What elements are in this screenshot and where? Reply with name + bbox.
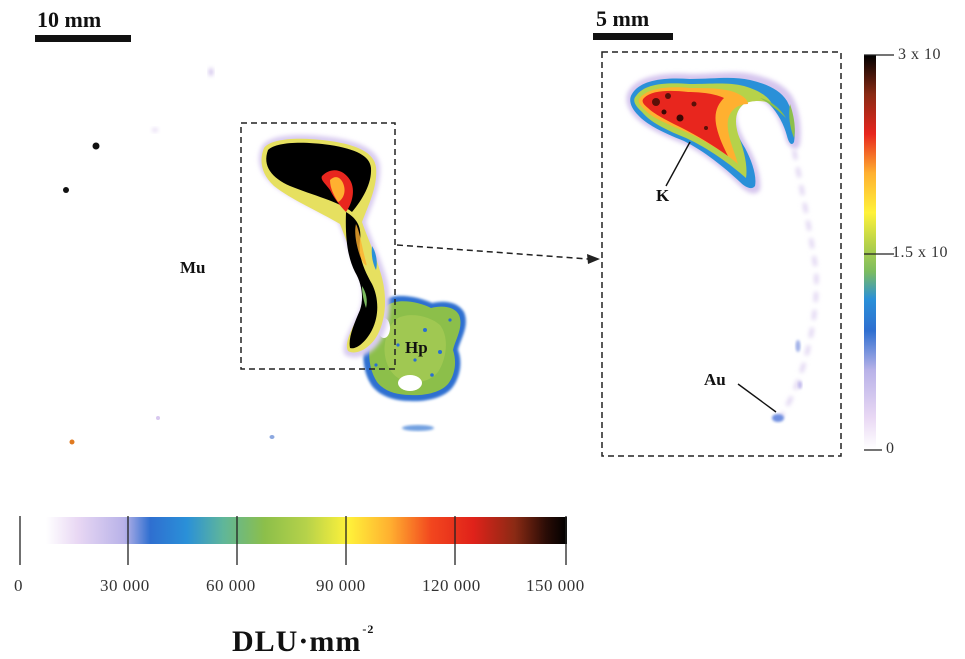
right-scale-label: 5 mm: [596, 6, 650, 31]
vcolorbar-mid-label: 1.5 x 10: [892, 244, 948, 261]
mu-tissue: [258, 134, 390, 358]
hcolorbar-tick-150000: 150 000: [526, 576, 585, 595]
label-au: Au: [704, 370, 726, 389]
unit-exponent: -2: [362, 622, 375, 636]
label-hp: Hp: [405, 338, 428, 357]
faint-spot: [798, 381, 802, 389]
faint-spot: [795, 340, 801, 352]
k-tissue: [626, 72, 801, 194]
speck-mark: [269, 435, 275, 439]
label-k: K: [656, 186, 670, 205]
speck-dot: [63, 187, 69, 193]
left-scale-label: 10 mm: [37, 7, 102, 32]
vcolorbar-bottom-label: 0: [886, 440, 895, 457]
hcolorbar-tick-120000: 120 000: [422, 576, 481, 595]
speck-mark: [156, 416, 160, 420]
zoom-arrow-head: [587, 254, 600, 264]
au-spot: [772, 414, 784, 422]
unit-text: DLU·mm: [232, 625, 362, 658]
horizontal-colorbar: [46, 517, 567, 544]
au-pointer: [737, 383, 777, 413]
k-pointer: [665, 141, 691, 187]
hp-tissue: [363, 295, 466, 402]
right-roi-box: [601, 51, 842, 457]
zoom-arrow-line: [396, 244, 589, 260]
label-mu: Mu: [180, 258, 206, 277]
speck-dot: [92, 142, 100, 150]
hcolorbar-tick-0: 0: [14, 576, 23, 595]
h-ticks: [19, 516, 567, 565]
speck-mark: [209, 68, 213, 76]
right-scale-bar: [593, 33, 673, 40]
vertical-colorbar: [864, 55, 876, 449]
speck-dot: [69, 439, 75, 445]
hcolorbar-tick-60000: 60 000: [206, 576, 256, 595]
left-scale-bar: [35, 35, 131, 42]
vcolorbar-top-label: 3 x 10: [898, 46, 941, 63]
colorbar-unit: DLU·mm-2: [232, 622, 374, 659]
faint-trace: [778, 149, 819, 420]
hcolorbar-tick-90000: 90 000: [316, 576, 366, 595]
speck-mark: [402, 425, 434, 431]
hcolorbar-tick-30000: 30 000: [100, 576, 150, 595]
speck-mark: [152, 128, 158, 132]
